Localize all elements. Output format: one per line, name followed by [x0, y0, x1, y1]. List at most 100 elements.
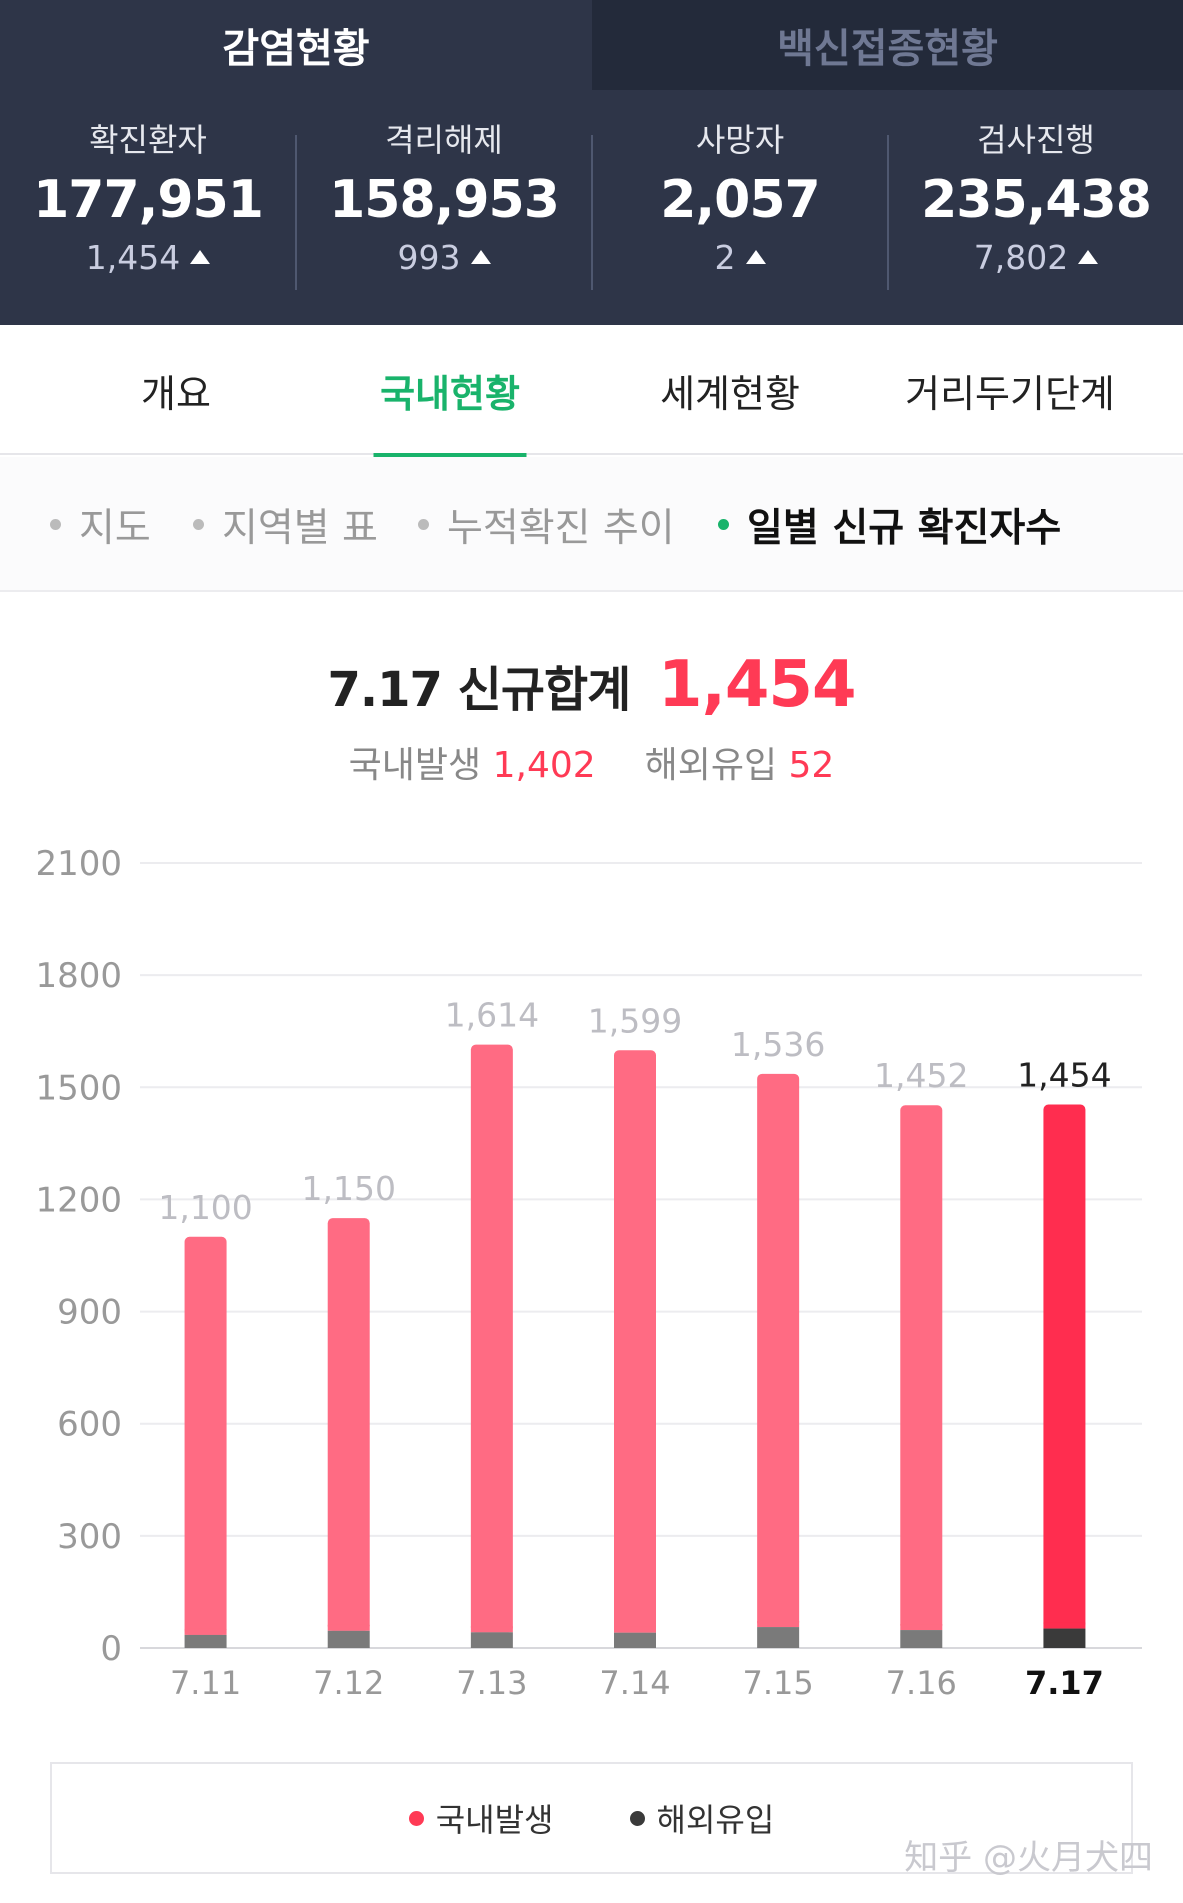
y-tick-label: 1200 [35, 1180, 122, 1220]
legend-label: 국내발생 [435, 1801, 554, 1839]
stat-delta: 993 [296, 235, 592, 281]
stat-divider [591, 135, 593, 290]
up-triangle-icon [190, 249, 211, 264]
tab-domestic[interactable]: 국내현황 [300, 325, 600, 457]
bar-total-label: 1,454 [1017, 1055, 1111, 1094]
bar-domestic [184, 1236, 227, 1635]
summary-breakdown-line: 국내발생 1,402 해외유입 52 [0, 736, 1183, 788]
subtab-label: 일별 신규 확진자수 [747, 505, 1062, 551]
bullet-dot-icon [50, 519, 61, 530]
y-tick-label: 300 [57, 1517, 122, 1557]
tab-infection-status[interactable]: 감염현황 [222, 26, 370, 72]
stat-label: 격리해제 [385, 121, 503, 159]
stat-deaths: 사망자 2,057 2 [592, 115, 888, 281]
stat-divider [295, 135, 297, 290]
subtab-label: 누적확진 추이 [447, 505, 675, 551]
y-tick-label: 600 [57, 1405, 122, 1445]
bar-domestic [470, 1044, 513, 1633]
summary-total-line: 7.17 신규합계 1,454 [0, 648, 1183, 722]
subtab-map[interactable]: 지도 [50, 457, 151, 592]
bar-total-label: 1,599 [588, 1001, 682, 1040]
y-tick-label: 2100 [35, 844, 122, 884]
bar-overseas [1043, 1628, 1086, 1648]
bar-overseas [327, 1630, 370, 1648]
stat-delta: 2 [592, 235, 888, 281]
stat-divider [887, 135, 889, 290]
chart-legend: 국내발생 해외유입 [50, 1762, 1133, 1874]
bullet-dot-icon [193, 519, 204, 530]
stat-value: 158,953 [329, 170, 560, 230]
summary-overseas-value: 52 [788, 745, 835, 786]
tab-world[interactable]: 세계현황 [580, 325, 880, 455]
legend-item-overseas[interactable]: 해외유입 [629, 1795, 775, 1841]
chart-svg: 0 300 600 900 1200 1500 1800 2100 1,100 7.11 1,150… [35, 844, 1142, 1700]
tab-label: 세계현황 [660, 371, 800, 416]
y-tick-label: 1500 [35, 1068, 122, 1108]
tab-vaccination-status[interactable]: 백신접종현황 [592, 0, 1183, 90]
tab-distancing-level[interactable]: 거리두기단계 [860, 325, 1160, 455]
summary-domestic-label: 국내발생 [348, 745, 482, 786]
bar-domestic [900, 1105, 943, 1631]
up-triangle-icon [470, 249, 491, 264]
tab-label: 거리두기단계 [905, 371, 1115, 416]
bar-total-label: 1,452 [874, 1056, 968, 1095]
bar-total-label: 1,536 [731, 1025, 825, 1064]
subtab-label: 지역별 표 [222, 505, 378, 551]
active-tab-indicator [373, 453, 527, 457]
bar-domestic [614, 1050, 656, 1633]
subtab-label: 지도 [79, 505, 151, 551]
bar-domestic-square [900, 1624, 943, 1631]
x-tick-label: 7.17 [1025, 1664, 1104, 1700]
up-triangle-icon [1078, 249, 1099, 264]
legend-label: 해외유입 [656, 1801, 775, 1839]
legend-dot-icon [408, 1810, 424, 1826]
bar-domestic [327, 1218, 370, 1631]
bar-domestic-square [327, 1624, 370, 1631]
subtab-daily-new-cases[interactable]: 일별 신규 확진자수 [718, 457, 1061, 592]
bar-domestic-square [470, 1626, 513, 1633]
subtab-cumulative-trend[interactable]: 누적확진 추이 [418, 457, 675, 592]
bar-overseas [757, 1627, 800, 1648]
bar-total-label: 1,100 [158, 1188, 252, 1227]
subtab-region-table[interactable]: 지역별 표 [193, 457, 378, 592]
stat-released: 격리해제 158,953 993 [296, 115, 592, 281]
legend-dot-icon [629, 1810, 645, 1826]
daily-summary: 7.17 신규합계 1,454 국내발생 1,402 해외유입 52 [0, 648, 1183, 788]
x-tick-label: 7.12 [313, 1664, 384, 1700]
stat-delta: 7,802 [888, 235, 1183, 281]
daily-cases-chart: 0 300 600 900 1200 1500 1800 2100 1,100 7.11 1,150… [0, 830, 1183, 1700]
bar-domestic-square [614, 1626, 656, 1633]
legend-item-domestic[interactable]: 국내발생 [408, 1795, 554, 1841]
y-tick-label: 1800 [35, 956, 122, 996]
summary-total-label: 신규합계 [457, 662, 632, 718]
stat-delta-value: 1,454 [85, 238, 181, 277]
bar-overseas [900, 1630, 943, 1648]
bullet-dot-icon [718, 519, 729, 530]
stat-delta-value: 7,802 [973, 238, 1069, 277]
bullet-dot-icon [418, 519, 429, 530]
up-triangle-icon [745, 249, 766, 264]
stat-delta-value: 993 [397, 238, 461, 277]
tab-overview[interactable]: 개요 [20, 325, 332, 455]
y-tick-label: 0 [100, 1629, 122, 1669]
bar-domestic-square [184, 1628, 227, 1635]
stat-value: 177,951 [33, 170, 264, 230]
bar-domestic-square [1043, 1622, 1086, 1629]
y-tick-label: 900 [57, 1293, 122, 1333]
x-tick-label: 7.16 [886, 1664, 957, 1700]
stat-label: 사망자 [695, 121, 785, 159]
bar-domestic-square [757, 1621, 800, 1628]
stat-delta-value: 2 [714, 238, 736, 277]
x-tick-label: 7.14 [599, 1664, 670, 1700]
x-tick-label: 7.11 [170, 1664, 241, 1700]
summary-total-value: 1,454 [658, 648, 856, 722]
stat-confirmed: 확진환자 177,951 1,454 [0, 115, 296, 281]
summary-domestic-value: 1,402 [492, 745, 596, 786]
summary-overseas-label: 해외유입 [644, 745, 778, 786]
stat-label: 확진환자 [89, 121, 207, 159]
status-header: 감염현황 백신접종현황 확진환자 177,951 1,454 격리해제 158,… [0, 0, 1183, 325]
main-tab-bar: 개요 국내현황 세계현황 거리두기단계 [0, 325, 1183, 457]
bar-total-label: 1,614 [445, 996, 539, 1035]
bar-domestic [1043, 1104, 1086, 1629]
stat-delta: 1,454 [0, 235, 296, 281]
